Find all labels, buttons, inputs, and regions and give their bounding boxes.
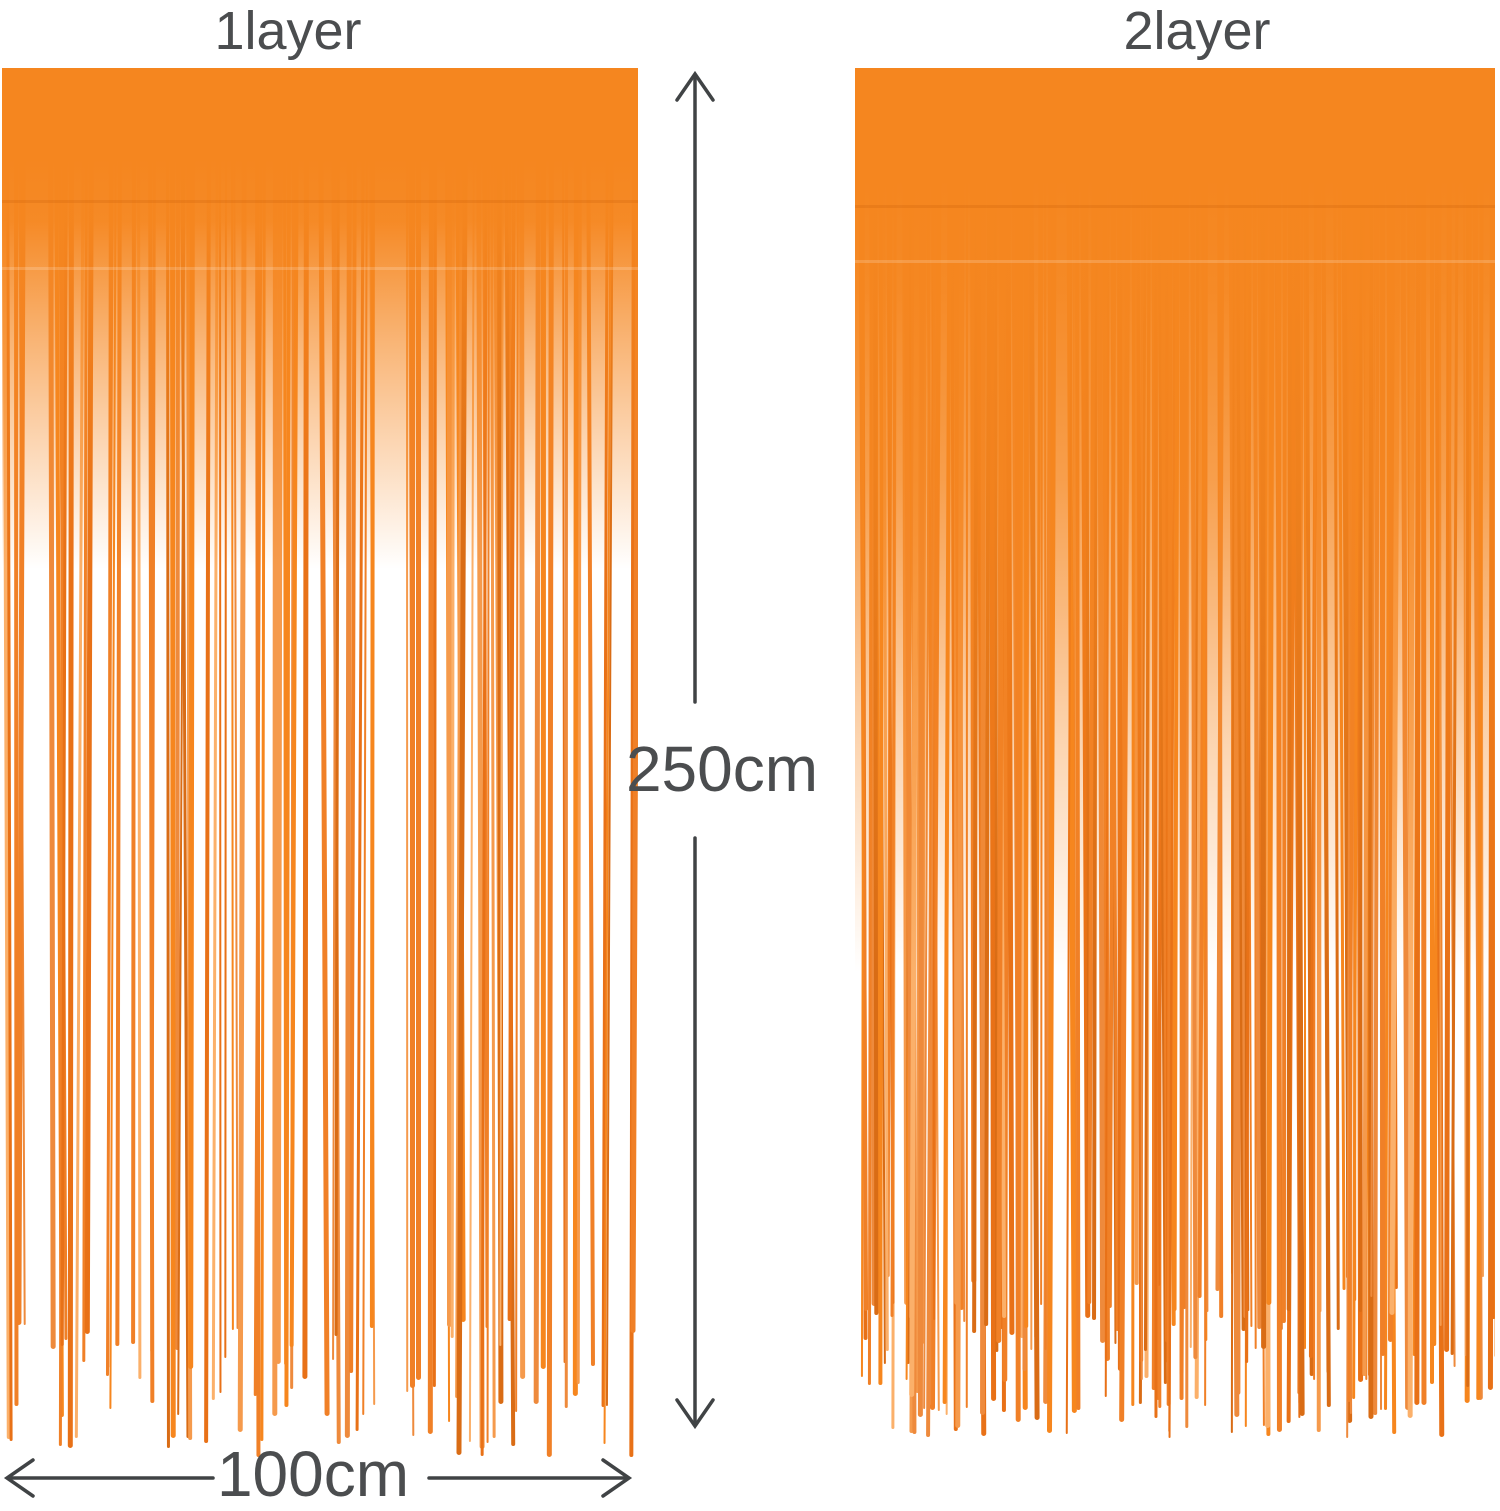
arrowhead-down-icon	[675, 1398, 715, 1430]
right-curtain-strands-front	[858, 68, 1495, 1438]
arrowhead-right-icon	[601, 1458, 633, 1498]
left-curtain-strands	[2, 68, 638, 1460]
arrowhead-left-icon	[3, 1458, 35, 1498]
width-dimension-label: 100cm	[216, 1438, 410, 1510]
left-curtain-photo	[2, 68, 638, 1460]
height-dimension-label: 250cm	[625, 733, 819, 805]
right-curtain-photo	[855, 68, 1495, 1438]
arrowhead-up-icon	[675, 70, 715, 102]
left-curtain-label: 1layer	[214, 1, 362, 61]
right-curtain-label: 2layer	[1123, 1, 1271, 61]
